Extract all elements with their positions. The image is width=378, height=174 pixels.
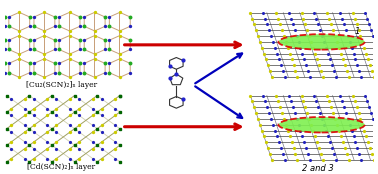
Text: 1: 1 [355,27,360,36]
Text: [Cd(SCN)₂]ₙ layer: [Cd(SCN)₂]ₙ layer [27,163,95,171]
Ellipse shape [279,34,365,50]
Text: [Cu₂(SCN)₂]ₙ layer: [Cu₂(SCN)₂]ₙ layer [26,81,97,89]
Text: 2 and 3: 2 and 3 [302,164,333,173]
Ellipse shape [279,117,365,132]
